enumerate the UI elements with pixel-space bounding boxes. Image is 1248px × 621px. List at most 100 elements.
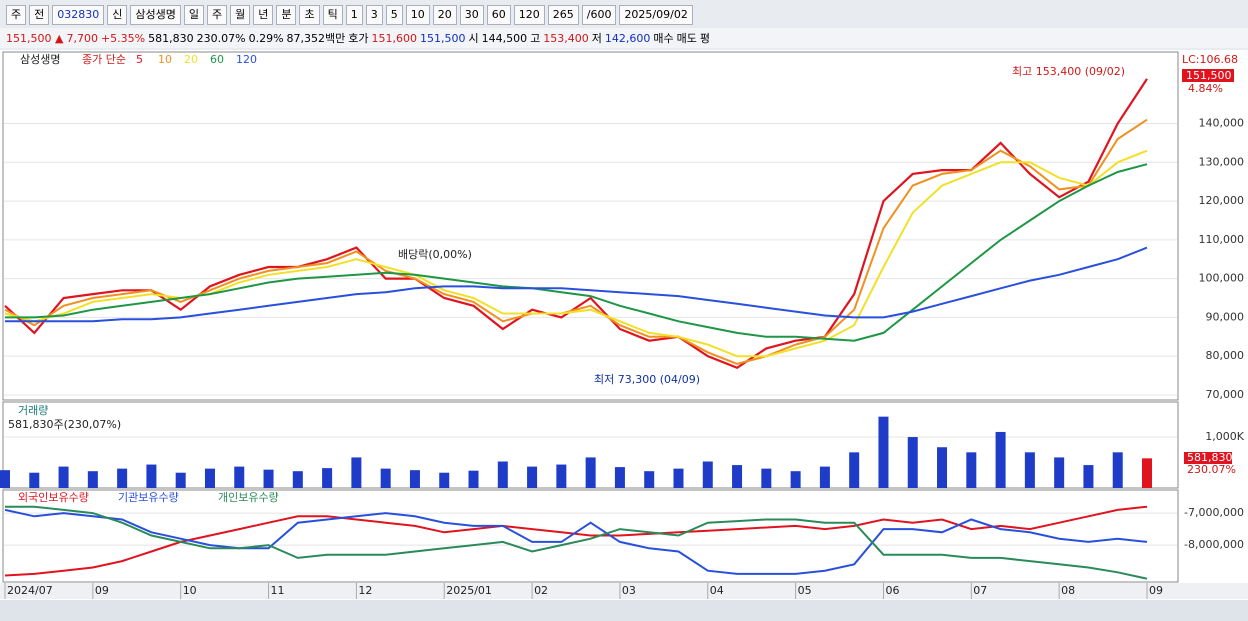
quote_bar-item: +5.35% bbox=[100, 31, 146, 45]
volume-bar bbox=[673, 468, 684, 488]
quote-bar: 151,500 ▲ 7,700 +5.35% 581,830 230.07% 0.29% 8… bbox=[0, 28, 1248, 48]
series-line bbox=[4, 505, 1148, 577]
x-tick-label: 10 bbox=[183, 584, 197, 597]
volume-bar bbox=[292, 471, 303, 488]
toolbar-item[interactable]: 5 bbox=[385, 5, 403, 25]
price-tag bbox=[1182, 69, 1234, 82]
y-tick-label: -7,000,000 bbox=[1184, 506, 1244, 519]
x-tick-label: 12 bbox=[358, 584, 372, 597]
legend-entry: 개인보유수량 bbox=[218, 491, 279, 504]
toolbar-item[interactable]: 주 bbox=[6, 5, 27, 25]
lc-label: LC:106.68 bbox=[1182, 53, 1238, 66]
legend-entry: 10 bbox=[158, 53, 172, 66]
toolbar: 주 전 032830 신 삼성생명 일 주 월 년 분 초 틱 1 3 5 10 20 30 60 120 265/60… bbox=[0, 2, 1248, 28]
quote_bar-item: 저 bbox=[591, 32, 602, 45]
volume-bar bbox=[1112, 452, 1123, 488]
x-tick-label: 03 bbox=[622, 584, 636, 597]
quote_bar-item: 581,830 bbox=[148, 31, 194, 45]
toolbar-item[interactable]: /600 bbox=[581, 5, 617, 25]
annotation: 최고 153,400 (09/02) bbox=[1012, 65, 1125, 78]
toolbar-item[interactable]: 20 bbox=[432, 5, 457, 25]
series-line bbox=[4, 508, 1148, 575]
toolbar-item[interactable]: 주 bbox=[206, 5, 228, 25]
legend-entry: 60 bbox=[210, 53, 224, 66]
x-tick-label: 11 bbox=[271, 584, 285, 597]
time-axis bbox=[0, 583, 1248, 599]
toolbar-item[interactable]: 10 bbox=[405, 5, 430, 25]
toolbar-item[interactable]: 120 bbox=[513, 5, 545, 25]
quote_bar-item[interactable]: 평 bbox=[699, 32, 711, 45]
x-tick-label: 04 bbox=[710, 584, 724, 597]
volume-bar bbox=[87, 471, 98, 488]
volume-bar bbox=[58, 466, 69, 488]
toolbar-item[interactable]: 분 bbox=[276, 5, 297, 25]
x-tick-label: 06 bbox=[885, 584, 899, 597]
toolbar-item[interactable]: 월 bbox=[230, 5, 251, 25]
series-line bbox=[5, 246, 1148, 323]
volume-bar bbox=[556, 464, 567, 488]
volume-bar bbox=[819, 466, 830, 488]
volume-bar bbox=[966, 452, 977, 488]
volume-bar bbox=[849, 452, 860, 488]
quote_bar-item: 시 bbox=[468, 32, 479, 45]
series-line bbox=[5, 163, 1148, 342]
last-price: 151,500 bbox=[1186, 69, 1232, 82]
legend-prefix: 종가 단순 bbox=[82, 53, 126, 66]
toolbar-item[interactable]: 032830 bbox=[52, 5, 105, 25]
y-tick-label: 90,000 bbox=[1206, 310, 1245, 323]
x-tick-label: 09 bbox=[95, 584, 109, 597]
quote_bar-item: 7,700 bbox=[66, 31, 98, 45]
chart-subtitle: 581,830주(230,07%) bbox=[8, 418, 121, 431]
legend-entry: 기관보유수량 bbox=[118, 491, 179, 504]
volume-bar bbox=[175, 472, 186, 488]
chart-title: 거래량 bbox=[18, 404, 48, 417]
toolbar-item[interactable]: 틱 bbox=[322, 5, 343, 25]
quote_bar-item: 151,500 bbox=[420, 31, 466, 45]
volume-bar bbox=[790, 471, 801, 488]
toolbar-item[interactable]: 30 bbox=[459, 5, 484, 25]
volume-bar bbox=[29, 472, 40, 488]
x-tick-label: 07 bbox=[973, 584, 987, 597]
volume-bar bbox=[322, 468, 333, 488]
volume-bar bbox=[1054, 457, 1065, 488]
volume-bar bbox=[497, 461, 508, 488]
volume-bar bbox=[732, 465, 743, 488]
quote_bar-item: 87,352백만 bbox=[286, 32, 346, 45]
volume-tag bbox=[1184, 452, 1232, 464]
x-tick-label: 08 bbox=[1061, 584, 1075, 597]
holding-panel bbox=[2, 489, 1179, 583]
toolbar-item[interactable]: 1 bbox=[345, 5, 363, 25]
volume-bar bbox=[527, 466, 538, 488]
x-tick-label: 02 bbox=[534, 584, 548, 597]
volume-bar bbox=[937, 447, 948, 488]
quote_bar-item[interactable]: 매도 bbox=[676, 32, 697, 45]
quote_bar-item: 호가 bbox=[348, 32, 369, 45]
toolbar-item[interactable]: 265 bbox=[547, 5, 579, 25]
quote_bar-item: 고 bbox=[530, 32, 541, 45]
toolbar-item[interactable]: 신 bbox=[107, 5, 128, 25]
volume-bar bbox=[117, 468, 128, 488]
price-panel bbox=[2, 51, 1179, 401]
toolbar-item[interactable]: 전 bbox=[29, 5, 50, 25]
volume-bar bbox=[995, 431, 1006, 488]
volume-bar bbox=[263, 469, 274, 488]
legend-entry: 120 bbox=[236, 53, 257, 66]
quote_bar-item: 0.29% bbox=[248, 31, 284, 45]
toolbar-item[interactable]: 일 bbox=[183, 5, 204, 25]
y-tick-label: 100,000 bbox=[1199, 272, 1245, 285]
toolbar-item[interactable]: 초 bbox=[299, 5, 320, 25]
toolbar-item[interactable]: 3 bbox=[365, 5, 383, 25]
toolbar-item[interactable]: 60 bbox=[486, 5, 511, 25]
chart-title: 삼성생명 bbox=[20, 53, 60, 66]
toolbar-item[interactable]: 2025/09/02 bbox=[619, 5, 693, 25]
change-label: 4.84% bbox=[1188, 82, 1223, 95]
volume-bar bbox=[409, 470, 420, 488]
quote_bar-item: 144,500 bbox=[481, 31, 528, 45]
volume-bar bbox=[439, 472, 450, 488]
volume-bar bbox=[146, 464, 157, 488]
volume-bar bbox=[614, 467, 625, 488]
toolbar-item[interactable]: 삼성생명 bbox=[130, 5, 181, 25]
toolbar-item[interactable]: 년 bbox=[253, 5, 274, 25]
quote_bar-item[interactable]: 매수 bbox=[653, 32, 674, 45]
x-tick-label: 2025/01 bbox=[446, 584, 492, 597]
